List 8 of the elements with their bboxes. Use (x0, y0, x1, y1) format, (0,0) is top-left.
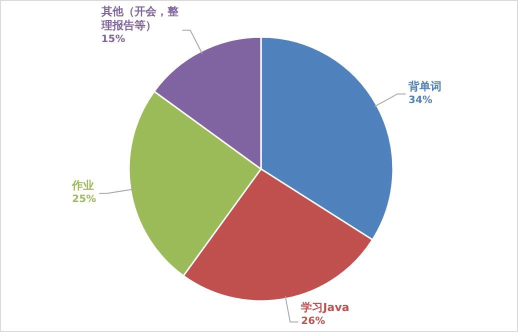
data-label: 34% (408, 94, 434, 108)
slice-label: 学习Java (301, 301, 350, 315)
slice-label: 其他（开会，整理报告等） (101, 5, 180, 33)
data-label: 26% (301, 315, 326, 329)
slice-label: 背单词 (408, 80, 442, 94)
slice-label: 作业 (72, 179, 96, 194)
data-label: 25% (72, 193, 96, 208)
data-label: 15% (101, 33, 126, 47)
